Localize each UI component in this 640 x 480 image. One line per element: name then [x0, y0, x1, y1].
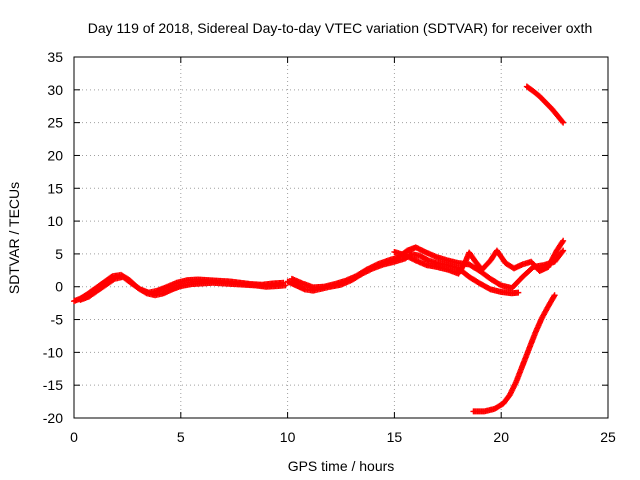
y-axis-title: SDTVAR / TECUs — [6, 182, 22, 294]
grid-lines — [74, 57, 608, 418]
y-tick-label: 15 — [47, 180, 63, 196]
plot-frame — [73, 56, 609, 419]
series-track-e — [391, 237, 567, 277]
y-tick-label: 5 — [55, 246, 63, 262]
data-point — [560, 119, 567, 126]
data-point — [559, 248, 566, 255]
y-tick-label: 0 — [55, 279, 63, 295]
data-point — [559, 239, 566, 246]
y-tick-label: -20 — [43, 410, 63, 426]
data-point — [559, 118, 566, 125]
data-marks — [71, 83, 567, 415]
axis-ticks: 0 5 10 15 20 25 -20 -15 -10 -5 0 5 10 15 20 25 30 35 — [43, 49, 616, 445]
y-tick-label: -5 — [51, 312, 64, 328]
y-tick-label: -10 — [43, 344, 63, 360]
series-track-b — [77, 273, 287, 303]
x-tick-label: 10 — [280, 429, 296, 445]
data-point — [551, 292, 558, 299]
x-tick-label: 0 — [70, 429, 78, 445]
x-tick-label: 20 — [493, 429, 509, 445]
y-tick-label: 10 — [47, 213, 63, 229]
series-track-f — [470, 292, 558, 415]
series-track-g — [523, 83, 567, 126]
data-point — [515, 289, 522, 296]
y-tick-label: 30 — [47, 82, 63, 98]
y-tick-label: 20 — [47, 147, 63, 163]
data-point — [560, 247, 567, 254]
chart-title: Day 119 of 2018, Sidereal Day-to-day VTE… — [88, 20, 592, 36]
y-tick-label: -15 — [43, 377, 63, 393]
y-tick-label: 25 — [47, 115, 63, 131]
x-tick-label: 5 — [177, 429, 185, 445]
data-point — [550, 293, 557, 300]
data-point — [560, 237, 567, 244]
data-point — [280, 279, 287, 286]
y-tick-label: 35 — [47, 49, 63, 65]
x-tick-label: 15 — [387, 429, 403, 445]
x-tick-label: 25 — [600, 429, 616, 445]
x-axis-title: GPS time / hours — [288, 458, 395, 474]
